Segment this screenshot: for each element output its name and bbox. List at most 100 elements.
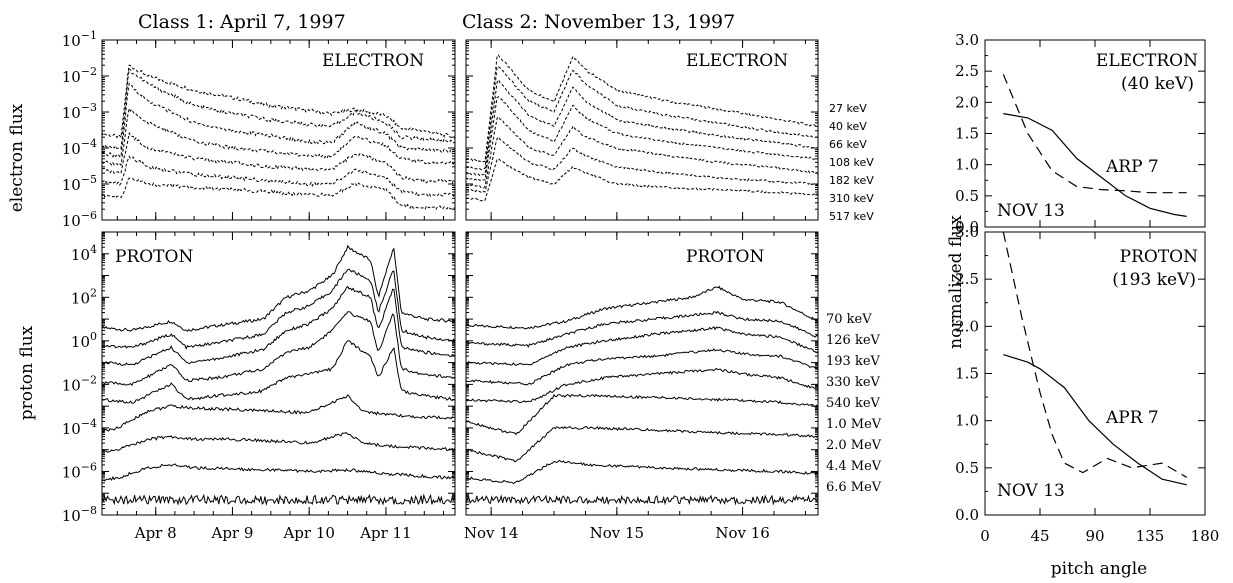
y-tick-label: 10−3	[62, 101, 97, 122]
y-tick-label: 102	[71, 286, 97, 307]
y-tick-label: 10−6	[62, 460, 97, 481]
panel-proton-november: Nov 14 Nov 15 Nov 16 70 keV 126 keV 193 keV 33…	[464, 231, 882, 542]
electron-april-series-182kev	[101, 131, 456, 184]
electron-april-series-27kev	[101, 64, 456, 140]
proton-channel-label: 540 keV	[826, 396, 881, 411]
y-tick-label: 2.5	[955, 62, 979, 80]
x-tick-label: Apr 8	[134, 524, 177, 542]
y-tick-label: 10−6	[62, 209, 97, 230]
electron-channel-label: 310 keV	[829, 192, 874, 205]
proton-channel-label: 6.6 MeV	[826, 480, 882, 495]
x-tick-label: 90	[1085, 527, 1104, 545]
y-tick-label: 100	[71, 330, 97, 351]
normalized-flux-axis-label: normalized flux	[946, 215, 966, 349]
y-tick-label: 10−1	[62, 29, 97, 50]
proton-april-series-70kev	[101, 244, 456, 333]
plot-frame	[465, 39, 819, 221]
y-tick-label: 3.0	[955, 223, 979, 241]
pitch-series-nov13	[1002, 231, 1188, 478]
y-tick-label: 0.5	[955, 187, 979, 205]
y-tick-label: 104	[71, 243, 97, 264]
electron-label-april: ELECTRON	[322, 51, 424, 71]
x-tick-label: 0	[980, 527, 990, 545]
proton-november-series-44mev	[465, 459, 819, 485]
proton-channel-label: 4.4 MeV	[826, 459, 882, 474]
x-tick-label: Nov 16	[715, 524, 770, 542]
plot-frame	[101, 231, 456, 516]
electron-november-series-40kev	[465, 66, 819, 171]
electron-november-series-66kev	[465, 78, 818, 177]
electron-channel-label: 66 keV	[829, 138, 867, 151]
electron-channel-label: 27 keV	[829, 102, 867, 115]
x-tick-label: 135	[1136, 527, 1165, 545]
electron-april-series-310kev	[101, 155, 456, 198]
y-tick-label: 2.0	[955, 93, 979, 111]
proton-november-series-330kev	[465, 348, 819, 386]
electron-november-series-27kev	[465, 54, 819, 163]
proton-193-label: PROTON	[1120, 247, 1198, 267]
title-november: Class 2: November 13, 1997	[462, 11, 735, 33]
electron-channel-label: 40 keV	[829, 120, 867, 133]
electron-40-energy-label: (40 keV)	[1121, 74, 1194, 94]
x-tick-label: Apr 11	[359, 524, 411, 542]
electron-april-series-108kev	[101, 107, 456, 166]
proton-november-series-20mev	[466, 425, 819, 463]
x-tick-label: Apr 9	[210, 524, 253, 542]
y-tick-label: 10−5	[62, 173, 97, 194]
proton-november-series-126kev	[465, 310, 819, 348]
proton-april-series-540kev	[101, 340, 456, 404]
pitch-series-apr7	[1003, 354, 1187, 486]
electron-channel-label: 517 keV	[829, 210, 874, 223]
nov13-label-proton: NOV 13	[997, 481, 1065, 501]
electron-april-series-517kev	[101, 177, 456, 211]
proton-channel-label: 1.0 MeV	[826, 417, 882, 432]
proton-april-series-10mev	[101, 393, 456, 433]
electron-november-series-310kev	[465, 136, 819, 193]
pitch-angle-axis-label: pitch angle	[1051, 559, 1148, 579]
y-tick-label: 2.5	[955, 270, 979, 288]
panel-proton-april: 10−8 10−6 10−4 10−2 100 102 104 Apr 8 Apr 9 Apr 1…	[62, 231, 456, 542]
panel-electron-november: 27 keV 40 keV 66 keV 108 keV 182 keV 310 keV 5…	[465, 39, 874, 223]
y-tick-label: 10−8	[62, 504, 97, 525]
y-tick-label: 10−4	[62, 417, 97, 438]
proton-april-series-20mev	[102, 432, 456, 453]
title-april: Class 1: April 7, 1997	[138, 11, 346, 33]
proton-april-series-126kev	[101, 268, 456, 350]
x-tick-label: Nov 14	[464, 524, 519, 542]
x-tick-label: Nov 15	[590, 524, 645, 542]
plot-frame	[101, 39, 456, 221]
electron-april-series-40kev	[101, 68, 456, 150]
proton-november-series-66mev	[465, 494, 819, 506]
y-tick-label: 0.0	[955, 218, 979, 236]
proton-april-series-193kev	[101, 285, 456, 367]
x-tick-label: 180	[1191, 527, 1220, 545]
y-tick-label: 0.0	[955, 506, 979, 524]
electron-label-november: ELECTRON	[686, 51, 788, 71]
proton-channel-label: 193 keV	[826, 354, 881, 369]
electron-flux-axis-label: electron flux	[7, 103, 27, 212]
apr7-label: APR 7	[1105, 408, 1159, 428]
proton-november-series-193kev	[465, 326, 819, 366]
proton-april-series-44mev	[101, 463, 456, 482]
panel-electron-pitch: 0.0 0.5 1.0 1.5 2.0 2.5 3.0	[955, 31, 1206, 236]
panel-proton-pitch: 0.0 0.5 1.0 1.5 2.0 2.5 3.0 0 45 90 135 180	[955, 223, 1219, 545]
electron-november-series-182kev	[465, 116, 819, 189]
y-tick-label: 0.5	[955, 459, 979, 477]
proton-193-energy-label: (193 keV)	[1112, 270, 1196, 290]
proton-flux-axis-label: proton flux	[17, 325, 37, 420]
electron-november-series-517kev	[465, 157, 819, 202]
electron-40-label: ELECTRON	[1096, 51, 1198, 71]
proton-channel-label: 330 keV	[826, 375, 881, 390]
y-tick-label: 10−2	[62, 373, 97, 394]
pitch-series-nov13	[1002, 74, 1187, 194]
proton-november-series-10mev	[465, 393, 819, 436]
y-tick-label: 10−2	[62, 65, 97, 86]
electron-channel-label: 182 keV	[829, 174, 874, 187]
electron-november-series-108kev	[465, 96, 819, 181]
proton-april-series-330kev	[101, 311, 456, 387]
nov13-label-electron: NOV 13	[997, 201, 1065, 221]
proton-november-series-540kev	[465, 367, 819, 404]
proton-label-april: PROTON	[115, 247, 193, 267]
proton-channel-label: 2.0 MeV	[826, 438, 882, 453]
